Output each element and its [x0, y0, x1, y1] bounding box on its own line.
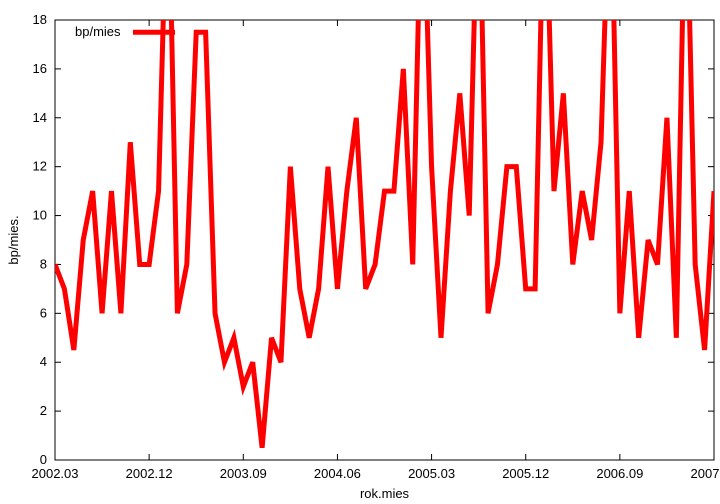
y-tick-label: 2 — [40, 403, 47, 418]
line-chart: 0 2 4 6 8 10 12 14 16 18 2002.03 2002.12 2003.09 2004… — [0, 0, 720, 504]
y-tick-label: 6 — [40, 305, 47, 320]
y-axis-label: bp/mies. — [6, 215, 21, 264]
x-tick-label: 2004.06 — [314, 466, 361, 481]
x-tick-label: 2006.09 — [596, 466, 643, 481]
y-tick-label: 4 — [40, 354, 47, 369]
x-tick-label: 2002.03 — [32, 466, 79, 481]
x-tick-label: 2002.12 — [126, 466, 173, 481]
y-tick-label: 0 — [40, 452, 47, 467]
y-tick-label: 10 — [33, 208, 47, 223]
y-tick-label: 14 — [33, 110, 47, 125]
y-tick-label: 18 — [33, 12, 47, 27]
x-axis-label: rok.mies — [360, 486, 410, 501]
y-tick-label: 16 — [33, 61, 47, 76]
x-tick-label: 2003.09 — [220, 466, 267, 481]
y-tick-label: 12 — [33, 159, 47, 174]
legend-label: bp/mies — [75, 24, 121, 39]
y-tick-label: 8 — [40, 256, 47, 271]
x-tick-label: 2005.12 — [502, 466, 549, 481]
x-tick-label: 2007.06 — [691, 466, 720, 481]
x-tick-label: 2005.03 — [408, 466, 455, 481]
